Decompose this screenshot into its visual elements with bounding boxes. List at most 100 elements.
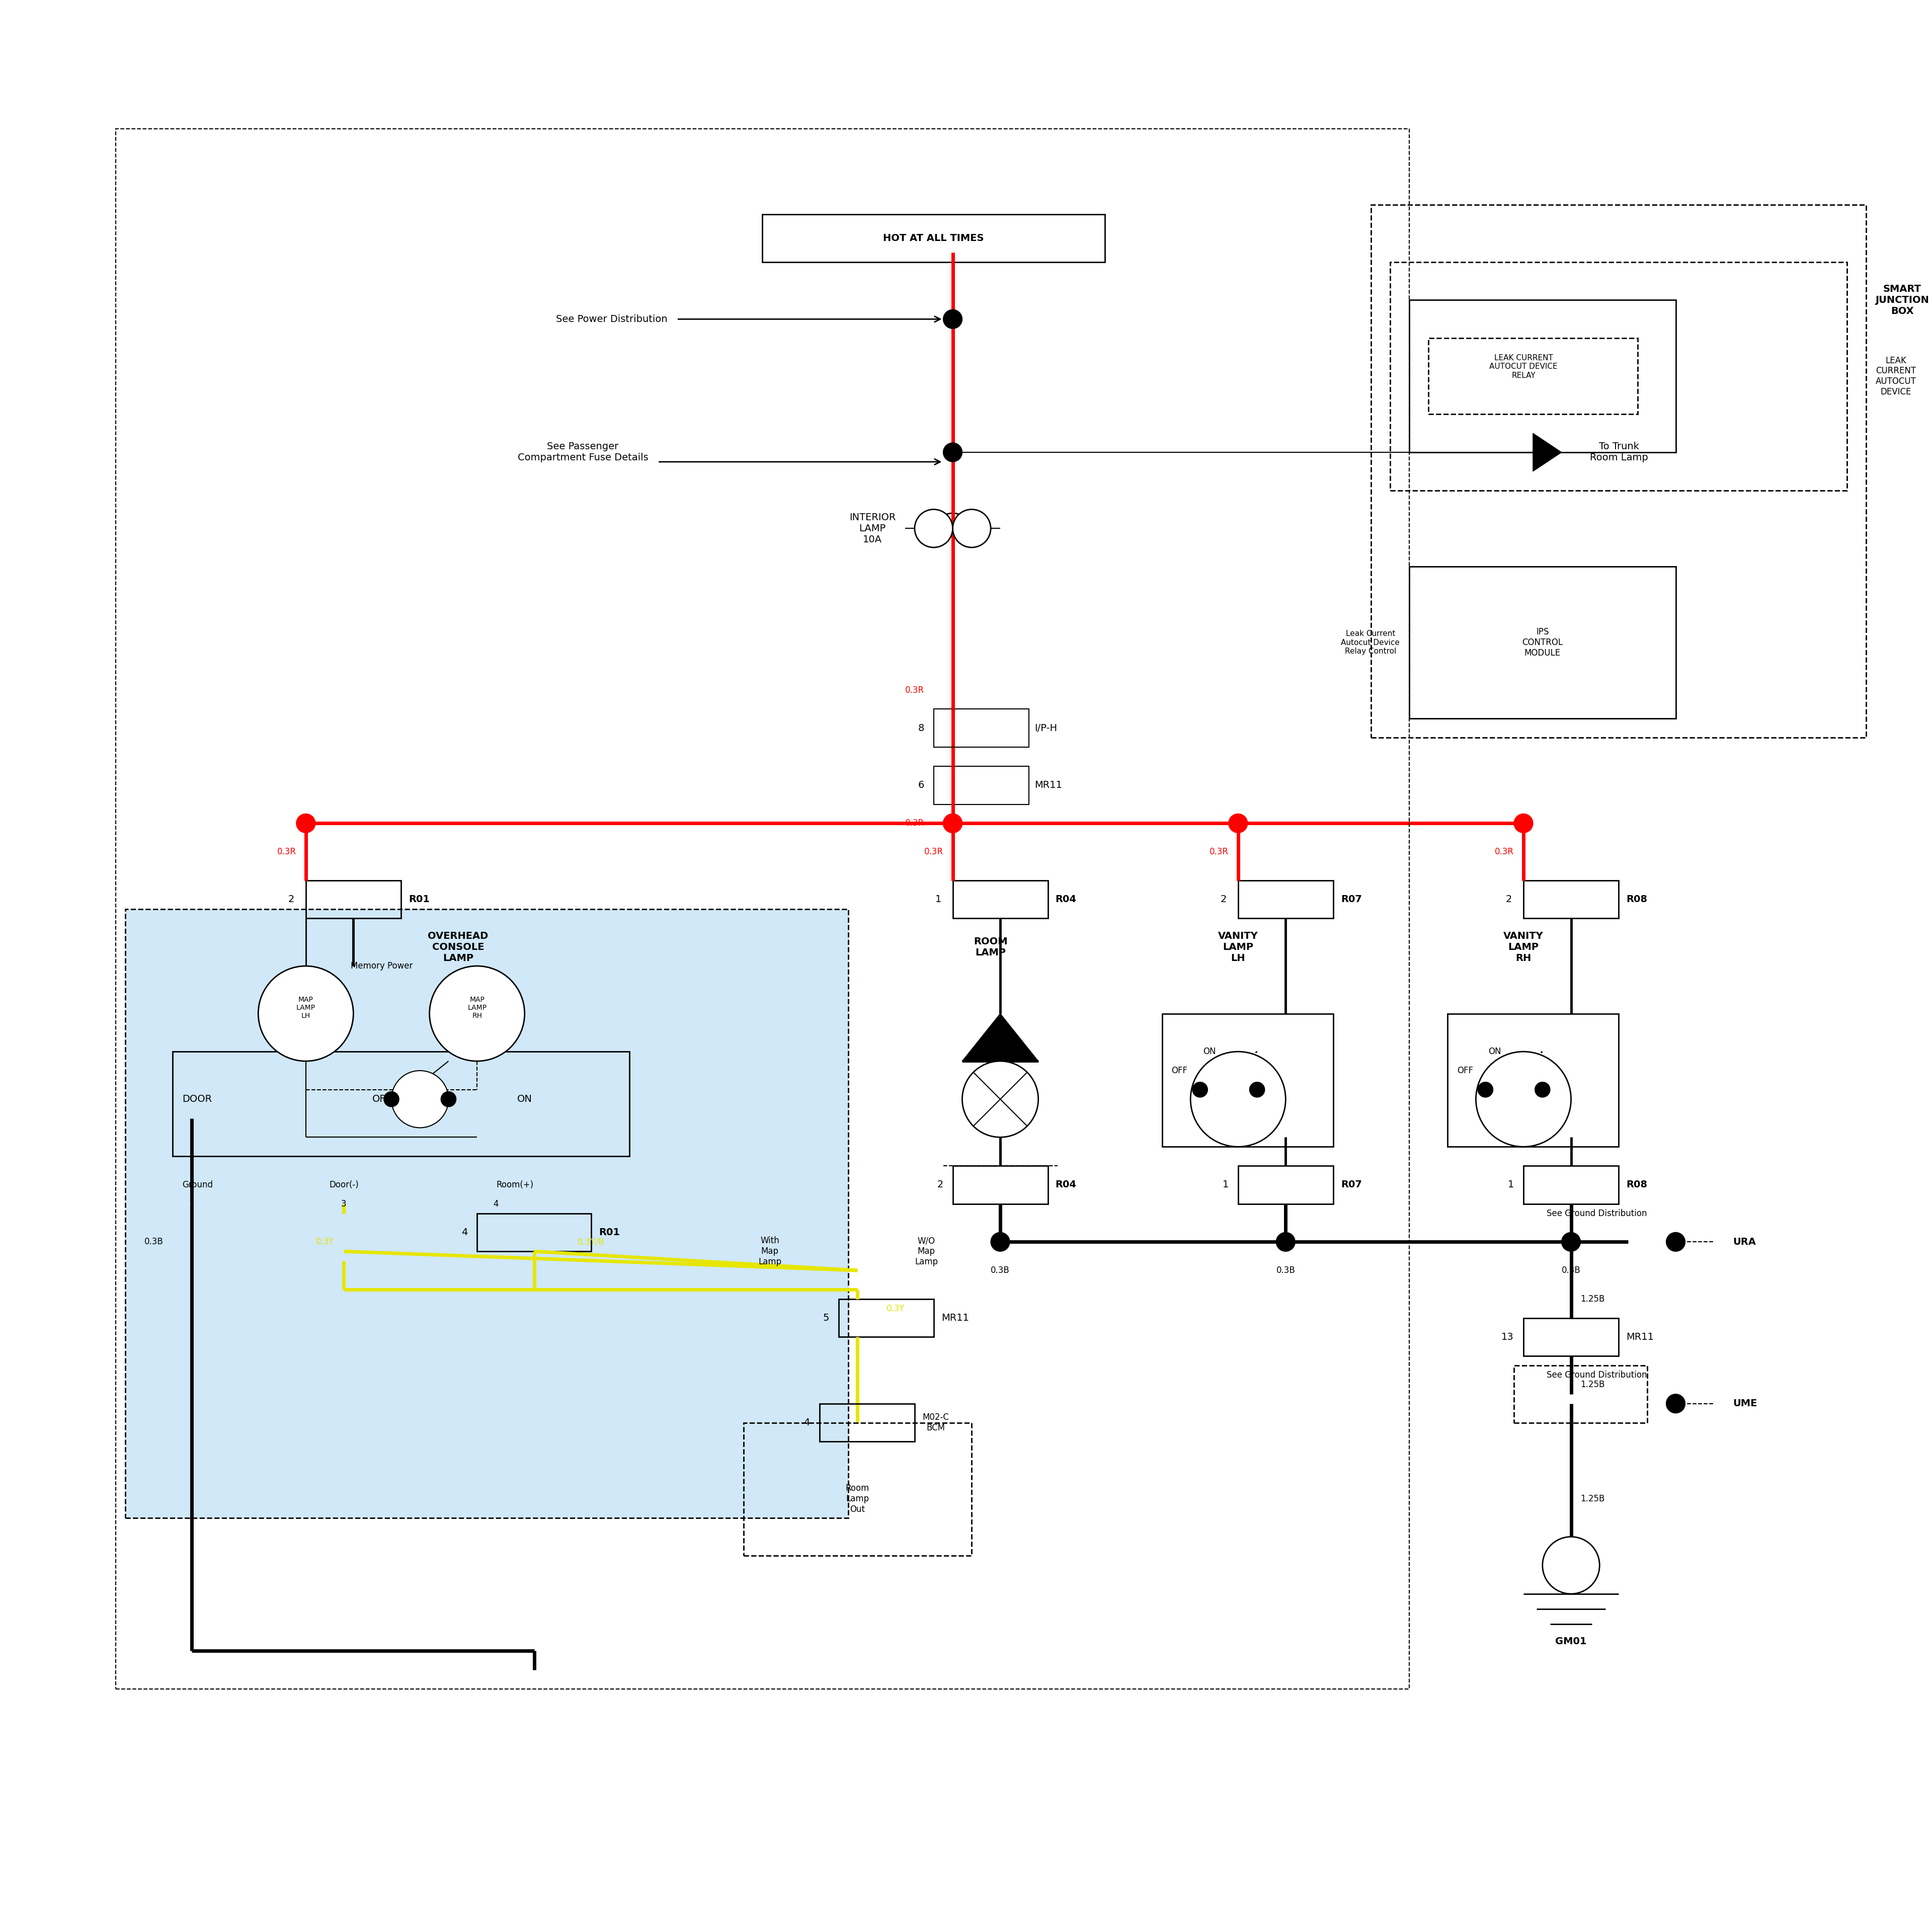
Circle shape <box>1542 1536 1600 1594</box>
Text: 0.3Y: 0.3Y <box>315 1236 334 1246</box>
Circle shape <box>392 1070 448 1128</box>
Text: 0.3B: 0.3B <box>1561 1265 1580 1275</box>
Text: See Passenger
Compartment Fuse Details: See Passenger Compartment Fuse Details <box>518 442 649 462</box>
Text: OFF: OFF <box>1171 1066 1188 1076</box>
Text: 2: 2 <box>1221 895 1227 904</box>
Text: 1: 1 <box>189 1200 195 1208</box>
Bar <box>1515 1366 1648 1422</box>
Text: 1: 1 <box>935 895 941 904</box>
Text: MAP
LAMP
LH: MAP LAMP LH <box>296 997 315 1020</box>
Text: MR11: MR11 <box>1627 1333 1654 1343</box>
Text: Ground: Ground <box>182 1180 213 1190</box>
Bar <box>1524 881 1619 918</box>
Text: To Trunk
Room Lamp: To Trunk Room Lamp <box>1590 442 1648 462</box>
Text: INTERIOR
LAMP
10A: INTERIOR LAMP 10A <box>850 512 896 545</box>
Circle shape <box>429 966 526 1061</box>
Bar <box>477 1213 591 1252</box>
Text: ROOM
LAMP: ROOM LAMP <box>974 937 1009 956</box>
Bar <box>933 709 1028 748</box>
Text: ON: ON <box>1488 1047 1501 1057</box>
Text: 0.3B: 0.3B <box>1277 1265 1294 1275</box>
Bar <box>1161 1014 1333 1148</box>
Text: DOOR: DOOR <box>182 1094 213 1103</box>
Text: 3: 3 <box>342 1200 346 1208</box>
Text: R08: R08 <box>1627 1180 1648 1190</box>
Circle shape <box>1665 1395 1685 1412</box>
Text: OFF: OFF <box>373 1094 392 1103</box>
Text: 0.3B: 0.3B <box>145 1236 162 1246</box>
Bar <box>1447 1014 1619 1148</box>
Text: 8: 8 <box>918 723 923 732</box>
Bar <box>116 129 1408 1689</box>
Text: 13: 13 <box>1501 1333 1515 1343</box>
Text: LEAK CURRENT
AUTOCUT DEVICE
RELAY: LEAK CURRENT AUTOCUT DEVICE RELAY <box>1490 354 1557 379</box>
Text: OFF: OFF <box>1457 1066 1472 1076</box>
Bar <box>952 881 1047 918</box>
Text: 1: 1 <box>1223 1180 1229 1190</box>
Bar <box>1408 566 1675 719</box>
Circle shape <box>1515 813 1532 833</box>
Bar <box>838 1298 933 1337</box>
Circle shape <box>384 1092 400 1107</box>
Text: Leak Current
Autocut Device
Relay Control: Leak Current Autocut Device Relay Contro… <box>1341 630 1401 655</box>
Text: M02-C
BCM: M02-C BCM <box>922 1412 949 1432</box>
Bar <box>1428 338 1638 413</box>
Text: MR11: MR11 <box>941 1314 970 1323</box>
Text: UME: UME <box>1733 1399 1756 1408</box>
Text: MR11: MR11 <box>1034 781 1063 790</box>
Text: LEAK
CURRENT
AUTOCUT
DEVICE: LEAK CURRENT AUTOCUT DEVICE <box>1876 355 1917 396</box>
Text: Room
Lamp
Out: Room Lamp Out <box>846 1484 869 1513</box>
Text: 1: 1 <box>1507 1180 1515 1190</box>
Text: See Ground Distribution: See Ground Distribution <box>1548 1370 1648 1379</box>
Text: 2: 2 <box>937 1180 943 1190</box>
Text: R07: R07 <box>1341 895 1362 904</box>
Circle shape <box>1561 1233 1580 1252</box>
Text: 1.25B: 1.25B <box>1580 1493 1605 1503</box>
Bar <box>172 1051 630 1155</box>
Polygon shape <box>1532 433 1561 471</box>
Text: HOT AT ALL TIMES: HOT AT ALL TIMES <box>883 234 983 243</box>
Text: R01: R01 <box>408 895 429 904</box>
Text: OVERHEAD
CONSOLE
LAMP: OVERHEAD CONSOLE LAMP <box>427 931 489 962</box>
Circle shape <box>1277 1233 1294 1252</box>
Text: See Ground Distribution: See Ground Distribution <box>1548 1209 1648 1217</box>
Text: 4: 4 <box>493 1200 498 1208</box>
Text: Room(+): Room(+) <box>497 1180 533 1190</box>
Text: 2: 2 <box>288 895 294 904</box>
Text: 5: 5 <box>823 1314 829 1323</box>
Circle shape <box>943 813 962 833</box>
Text: 0.3R: 0.3R <box>904 686 923 696</box>
Circle shape <box>914 510 952 547</box>
Bar <box>763 214 1105 263</box>
Text: W/O
Map
Lamp: W/O Map Lamp <box>914 1236 937 1265</box>
Text: 0.3R: 0.3R <box>904 819 923 827</box>
Text: 0.3R: 0.3R <box>1495 848 1515 856</box>
Text: 1.25B: 1.25B <box>1580 1294 1605 1304</box>
Text: See Power Distribution: See Power Distribution <box>556 315 667 325</box>
Text: 0.3R: 0.3R <box>276 848 296 856</box>
Text: 0.3Y: 0.3Y <box>887 1304 904 1314</box>
Bar <box>305 881 402 918</box>
Text: URA: URA <box>1733 1236 1756 1246</box>
Text: R01: R01 <box>599 1227 620 1236</box>
Circle shape <box>259 966 354 1061</box>
Circle shape <box>1229 813 1248 833</box>
Circle shape <box>1190 1051 1285 1148</box>
Circle shape <box>1476 1051 1571 1148</box>
Text: With
Map
Lamp: With Map Lamp <box>757 1236 781 1265</box>
Circle shape <box>1665 1233 1685 1252</box>
Bar <box>1408 299 1675 452</box>
Text: VANITY
LAMP
RH: VANITY LAMP RH <box>1503 931 1544 962</box>
Text: I/P-H: I/P-H <box>1034 723 1057 732</box>
Bar <box>1524 1165 1619 1204</box>
Text: 4: 4 <box>804 1418 810 1428</box>
Bar <box>1238 881 1333 918</box>
Circle shape <box>1250 1082 1265 1097</box>
Text: GM01: GM01 <box>1555 1636 1586 1646</box>
Text: MAP
LAMP
RH: MAP LAMP RH <box>468 997 487 1020</box>
Circle shape <box>943 813 962 833</box>
Bar <box>744 1422 972 1555</box>
Text: IPS
CONTROL
MODULE: IPS CONTROL MODULE <box>1522 628 1563 657</box>
Circle shape <box>296 813 315 833</box>
Text: 0.3R: 0.3R <box>923 848 943 856</box>
